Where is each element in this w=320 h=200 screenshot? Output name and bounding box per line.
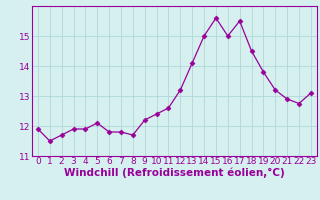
X-axis label: Windchill (Refroidissement éolien,°C): Windchill (Refroidissement éolien,°C) bbox=[64, 167, 285, 178]
